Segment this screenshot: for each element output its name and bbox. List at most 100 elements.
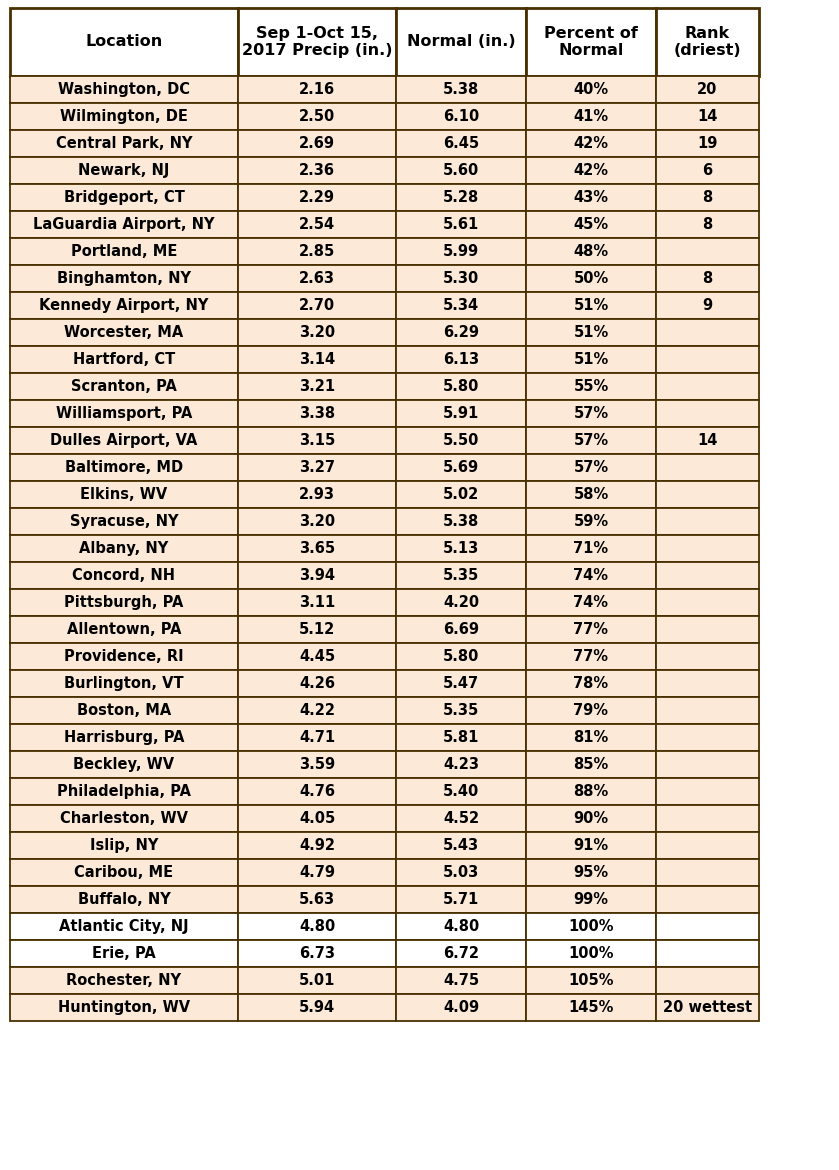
Bar bbox=[238, 670, 396, 697]
Bar bbox=[526, 778, 656, 805]
Bar bbox=[238, 615, 396, 644]
Text: 2.93: 2.93 bbox=[299, 487, 335, 502]
Bar bbox=[238, 913, 396, 940]
Text: 74%: 74% bbox=[574, 596, 608, 610]
Text: Burlington, VT: Burlington, VT bbox=[65, 676, 184, 691]
Text: Providence, RI: Providence, RI bbox=[65, 649, 184, 665]
Text: 5.38: 5.38 bbox=[443, 514, 479, 529]
Text: 5.03: 5.03 bbox=[443, 865, 479, 880]
Text: Portland, ME: Portland, ME bbox=[70, 245, 177, 259]
Text: 8: 8 bbox=[702, 216, 712, 232]
Text: 5.30: 5.30 bbox=[443, 271, 479, 285]
Bar bbox=[526, 805, 656, 832]
Bar bbox=[656, 535, 759, 562]
Text: Islip, NY: Islip, NY bbox=[90, 838, 159, 853]
Text: 2.69: 2.69 bbox=[299, 136, 335, 151]
Text: 2.63: 2.63 bbox=[299, 271, 335, 285]
Text: 4.26: 4.26 bbox=[299, 676, 335, 691]
Text: Binghamton, NY: Binghamton, NY bbox=[57, 271, 191, 285]
Bar bbox=[10, 8, 238, 76]
Bar bbox=[396, 481, 526, 508]
Bar bbox=[526, 644, 656, 670]
Text: 100%: 100% bbox=[568, 918, 614, 934]
Bar bbox=[396, 319, 526, 346]
Bar bbox=[526, 238, 656, 264]
Bar bbox=[526, 264, 656, 292]
Text: 4.22: 4.22 bbox=[299, 703, 335, 718]
Bar bbox=[238, 264, 396, 292]
Bar bbox=[396, 400, 526, 427]
Bar bbox=[396, 562, 526, 589]
Text: Erie, PA: Erie, PA bbox=[92, 947, 156, 961]
Bar bbox=[656, 697, 759, 724]
Bar bbox=[396, 859, 526, 886]
Bar bbox=[656, 76, 759, 103]
Text: 50%: 50% bbox=[573, 271, 608, 285]
Text: 5.28: 5.28 bbox=[443, 190, 479, 205]
Bar bbox=[10, 238, 238, 264]
Bar bbox=[656, 264, 759, 292]
Text: Beckley, WV: Beckley, WV bbox=[74, 757, 175, 772]
Text: Huntington, WV: Huntington, WV bbox=[58, 1000, 190, 1016]
Bar bbox=[526, 535, 656, 562]
Bar bbox=[396, 184, 526, 211]
Bar bbox=[238, 346, 396, 373]
Text: 45%: 45% bbox=[573, 216, 608, 232]
Bar bbox=[238, 400, 396, 427]
Bar bbox=[396, 454, 526, 481]
Bar bbox=[526, 184, 656, 211]
Bar bbox=[10, 697, 238, 724]
Bar bbox=[396, 535, 526, 562]
Text: 4.52: 4.52 bbox=[443, 811, 479, 826]
Bar bbox=[656, 832, 759, 859]
Bar bbox=[10, 373, 238, 400]
Text: 79%: 79% bbox=[574, 703, 608, 718]
Bar bbox=[10, 454, 238, 481]
Bar bbox=[526, 751, 656, 778]
Bar bbox=[656, 940, 759, 966]
Bar bbox=[10, 292, 238, 319]
Bar bbox=[396, 346, 526, 373]
Text: Buffalo, NY: Buffalo, NY bbox=[78, 892, 170, 907]
Text: 3.11: 3.11 bbox=[299, 596, 335, 610]
Bar bbox=[656, 319, 759, 346]
Bar bbox=[396, 211, 526, 238]
Text: 4.45: 4.45 bbox=[299, 649, 335, 665]
Bar bbox=[238, 76, 396, 103]
Text: 6.69: 6.69 bbox=[443, 622, 479, 636]
Text: 3.15: 3.15 bbox=[299, 433, 335, 448]
Text: 2.36: 2.36 bbox=[299, 163, 335, 178]
Bar bbox=[10, 264, 238, 292]
Bar bbox=[526, 8, 656, 76]
Text: 3.94: 3.94 bbox=[299, 567, 335, 583]
Bar bbox=[526, 319, 656, 346]
Bar bbox=[526, 940, 656, 966]
Bar bbox=[656, 913, 759, 940]
Text: 88%: 88% bbox=[573, 784, 608, 799]
Text: Washington, DC: Washington, DC bbox=[58, 82, 190, 97]
Text: 5.81: 5.81 bbox=[443, 730, 479, 745]
Bar bbox=[656, 589, 759, 615]
Text: 5.69: 5.69 bbox=[443, 460, 479, 475]
Bar bbox=[10, 508, 238, 535]
Text: 14: 14 bbox=[697, 433, 717, 448]
Bar bbox=[238, 130, 396, 157]
Text: 5.94: 5.94 bbox=[299, 1000, 335, 1016]
Text: Philadelphia, PA: Philadelphia, PA bbox=[57, 784, 191, 799]
Text: 5.47: 5.47 bbox=[443, 676, 479, 691]
Bar bbox=[526, 130, 656, 157]
Text: 5.60: 5.60 bbox=[443, 163, 479, 178]
Bar bbox=[656, 724, 759, 751]
Bar bbox=[526, 913, 656, 940]
Text: 5.13: 5.13 bbox=[443, 541, 479, 556]
Bar bbox=[526, 103, 656, 130]
Bar bbox=[656, 859, 759, 886]
Bar bbox=[396, 157, 526, 184]
Text: 4.79: 4.79 bbox=[299, 865, 335, 880]
Bar bbox=[526, 76, 656, 103]
Bar bbox=[396, 940, 526, 966]
Text: 6.29: 6.29 bbox=[443, 325, 479, 340]
Bar bbox=[10, 913, 238, 940]
Bar bbox=[396, 373, 526, 400]
Text: Concord, NH: Concord, NH bbox=[72, 567, 175, 583]
